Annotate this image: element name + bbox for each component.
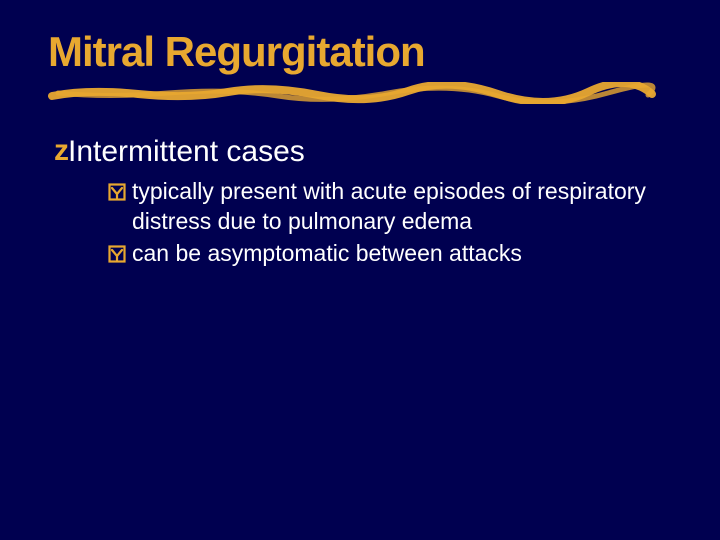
z-bullet-icon: z xyxy=(54,132,66,170)
checkbox-y-icon xyxy=(108,240,130,268)
bullet-level2-group: typically present with acute episodes of… xyxy=(108,176,680,268)
level2-text: can be asymptomatic between attacks xyxy=(132,238,522,268)
slide-title: Mitral Regurgitation xyxy=(48,28,680,76)
checkbox-y-icon xyxy=(108,178,130,206)
list-item: typically present with acute episodes of… xyxy=(108,176,680,236)
level1-text: Intermittent cases xyxy=(68,132,305,172)
level2-text: typically present with acute episodes of… xyxy=(132,176,672,236)
list-item: z Intermittent cases xyxy=(54,132,680,172)
slide: Mitral Regurgitation z Intermittent case… xyxy=(0,0,720,540)
title-underline xyxy=(48,82,658,104)
bullet-level1: z Intermittent cases typically present w… xyxy=(54,132,680,268)
list-item: can be asymptomatic between attacks xyxy=(108,238,680,268)
